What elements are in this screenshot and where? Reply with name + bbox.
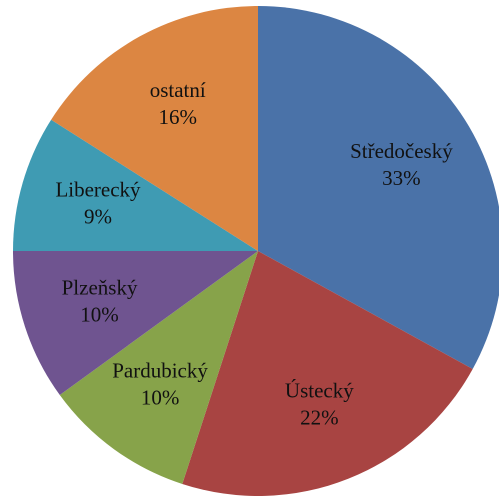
pie-slice [13,119,258,251]
slice-value-label: 33% [382,166,421,190]
slice-value-label: 10% [141,386,180,410]
slice-label: Středočeský [350,139,453,163]
pie-slice [182,251,473,496]
slice-label: ostatní [150,78,206,102]
slice-value-label: 16% [158,105,197,129]
slice-label: Pardubický [112,359,208,383]
slice-value-label: 9% [84,204,112,228]
pie-slice [258,6,499,370]
slice-label: Ústecký [285,379,354,403]
slice-value-label: 10% [80,302,119,326]
pie-slice [59,251,259,485]
slice-label: Liberecký [55,177,141,201]
pie-slice [51,6,258,251]
slice-value-label: 22% [300,406,339,430]
pie-slice [13,251,258,396]
slice-label: Plzeňský [62,275,138,299]
